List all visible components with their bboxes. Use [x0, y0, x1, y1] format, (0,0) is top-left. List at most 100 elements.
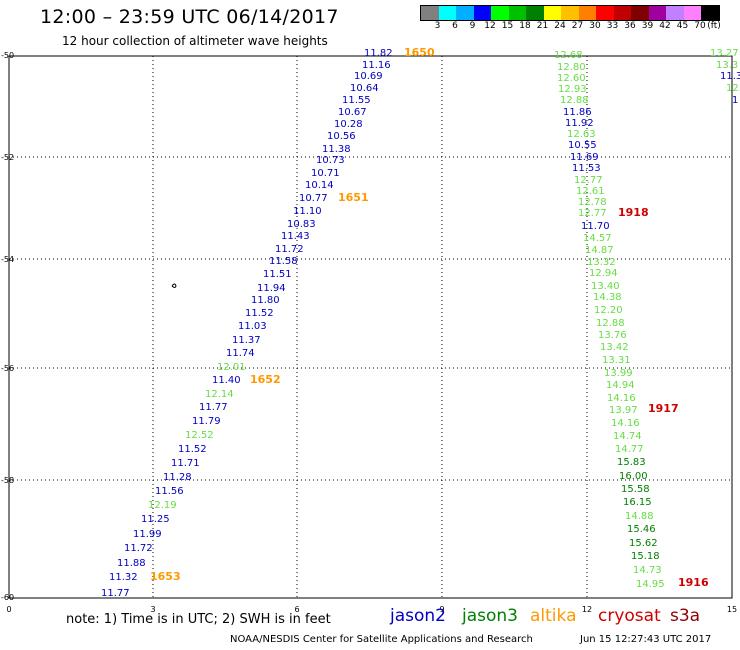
longitude-tick-label: 9 — [439, 605, 444, 614]
swh-value-label: 11.56 — [155, 486, 184, 497]
color-scale-label: 21 — [536, 21, 549, 31]
color-scale-cell — [596, 6, 614, 20]
swh-value-label: 10.69 — [354, 71, 383, 82]
swh-value-label: 12.88 — [596, 318, 625, 329]
swh-value-label: 12.94 — [589, 268, 618, 279]
swh-value-label: 11.72 — [275, 244, 304, 255]
latitude-tick-label: -54 — [1, 255, 14, 264]
color-scale-cell — [631, 6, 649, 20]
latitude-tick-label: -60 — [1, 593, 14, 602]
swh-value-label: 11.80 — [251, 295, 280, 306]
swh-value-label: 14.73 — [633, 565, 662, 576]
color-scale-label: 12 — [484, 21, 496, 31]
swh-value-label: 14.38 — [593, 292, 622, 303]
legend-jason2: jason2 — [390, 606, 446, 626]
swh-value-label: 10.77 — [299, 193, 328, 204]
swh-value-label: 11.32 — [109, 572, 138, 583]
color-scale-cell — [613, 6, 631, 20]
swh-value-label: 11.74 — [226, 348, 255, 359]
footer-credit: NOAA/NESDIS Center for Satellite Applica… — [230, 634, 533, 645]
swh-value-label: 11.3 — [720, 71, 740, 82]
swh-value-label: 16.15 — [623, 497, 652, 508]
swh-value-label: 13.40 — [591, 281, 620, 292]
color-scale-cell — [561, 6, 579, 20]
color-scale-cell — [543, 6, 561, 20]
color-scale-label: 36 — [624, 21, 636, 31]
time-label: 1917 — [648, 402, 679, 415]
swh-value-label: 11.70 — [581, 221, 610, 232]
legend-s3a: s3a — [670, 606, 701, 626]
swh-value-label: 13.99 — [604, 368, 633, 379]
swh-value-label: 11.58 — [269, 256, 298, 267]
color-scale-label: 30 — [589, 21, 601, 31]
color-scale-label: 15 — [501, 21, 514, 31]
color-scale-label: 9 — [469, 21, 476, 31]
page-title: 12:00 – 23:59 UTC 06/14/2017 — [40, 6, 339, 28]
longitude-axis: 0 3 6 9 12 15 — [6, 605, 737, 614]
swh-value-label: 12.78 — [578, 197, 607, 208]
legend-note: note: 1) Time is in UTC; 2) SWH is in fe… — [66, 612, 331, 627]
swh-value-label: 12.60 — [557, 73, 586, 84]
color-scale-label: 42 — [659, 21, 671, 31]
swh-value-label: 12.01 — [217, 362, 246, 373]
swh-value-label: 12.19 — [148, 500, 177, 511]
time-label: 1651 — [338, 191, 369, 204]
swh-value-label: 11.82 — [364, 48, 393, 59]
swh-value-label: 15.46 — [627, 524, 656, 535]
swh-value-label: 14.77 — [615, 444, 644, 455]
color-scale-cell — [456, 6, 474, 20]
time-label: 1653 — [150, 570, 181, 583]
color-scale-cell — [491, 6, 509, 20]
swh-value-label: 11.10 — [293, 206, 322, 217]
swh-value-label: 15.18 — [631, 551, 660, 562]
swh-value-label: 11.92 — [565, 118, 594, 129]
swh-value-label: 11.38 — [322, 144, 351, 155]
swh-value-label: 16.00 — [619, 471, 648, 482]
swh-value-label: 10.56 — [327, 131, 356, 142]
swh-value-label: 12. — [726, 83, 740, 94]
swh-value-label: 10.67 — [338, 107, 367, 118]
swh-value-label: 14.16 — [607, 393, 636, 404]
swh-value-label: 13.31 — [602, 355, 631, 366]
swh-value-label: 15.62 — [629, 538, 658, 549]
color-scale-cell — [648, 6, 666, 20]
color-scale-cell — [438, 6, 456, 20]
latitude-axis: -50 -52 -54 -56 -58 -60 — [1, 51, 14, 602]
color-scale-cell — [578, 6, 596, 20]
swh-value-label: 13.32 — [587, 257, 616, 268]
swh-value-label: 10.55 — [568, 140, 597, 151]
swh-value-label: 10.64 — [350, 83, 379, 94]
land-feature — [171, 283, 177, 288]
page-subtitle: 12 hour collection of altimeter wave hei… — [62, 34, 328, 48]
swh-value-label: 10.83 — [287, 219, 316, 230]
latitude-tick-label: -56 — [1, 364, 14, 373]
latitude-tick-label: -52 — [1, 153, 14, 162]
swh-value-label: 11.16 — [362, 60, 391, 71]
longitude-tick-label: 15 — [727, 605, 737, 614]
swh-value-label: 1 — [732, 95, 738, 106]
swh-value-label: 11.25 — [141, 514, 170, 525]
swh-value-label: 14.57 — [583, 233, 612, 244]
color-scale-cell — [421, 6, 439, 20]
swh-value-label: 13.42 — [600, 342, 629, 353]
color-scale-cell — [683, 6, 701, 20]
swh-value-label: 10.71 — [311, 168, 340, 179]
legend-jason3: jason3 — [462, 606, 518, 626]
swh-value-label: 11.69 — [570, 152, 599, 163]
longitude-tick-label: 12 — [582, 605, 592, 614]
swh-value-label: 12.88 — [560, 95, 589, 106]
color-scale-cell — [473, 6, 491, 20]
swh-value-label: 10.73 — [316, 155, 345, 166]
swh-value-label: 12.80 — [557, 62, 586, 73]
swh-value-label: 12.93 — [558, 84, 587, 95]
color-scale-label: 39 — [641, 21, 654, 31]
color-scale-cell — [666, 6, 684, 20]
color-scale-label: 27 — [571, 21, 584, 31]
swh-value-label: 13.27 — [710, 48, 739, 59]
swh-value-label: 11.77 — [199, 402, 228, 413]
swh-value-label: 11.88 — [117, 558, 146, 569]
color-scale-label: 3 — [434, 21, 441, 31]
swh-value-label: 11.55 — [342, 95, 371, 106]
swh-value-label: 11.72 — [124, 543, 153, 554]
